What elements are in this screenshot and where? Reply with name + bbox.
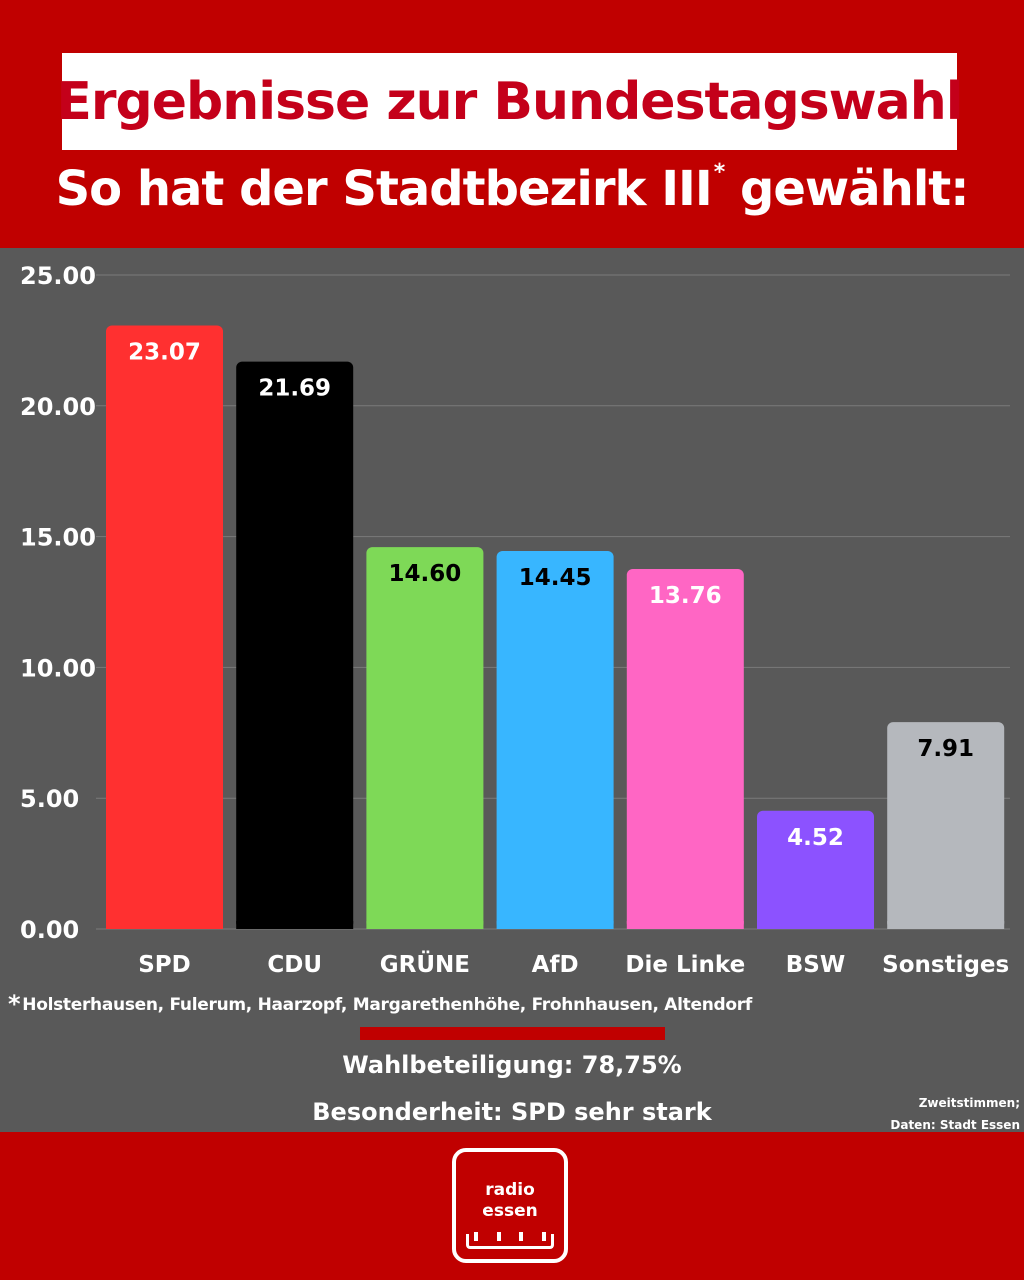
y-tick-label: 15.00	[20, 524, 96, 552]
bar-spd	[106, 325, 223, 930]
divider-bar	[360, 1027, 665, 1040]
data-label: 23.07	[128, 339, 201, 365]
x-tick-label: BSW	[786, 952, 845, 978]
bar-chart: 0.00 5.00 10.00 15.00 20.00 25.00 23.07 SPD 21.6…	[20, 262, 1010, 978]
x-tick-label: SPD	[138, 952, 191, 978]
y-tick-label: 0.00	[20, 916, 79, 944]
data-label: 7.91	[917, 736, 974, 762]
x-tick-label: Sonstiges	[882, 952, 1009, 978]
title-box: Ergebnisse zur Bundestagswahl	[56, 53, 964, 150]
bar-die-linke	[626, 569, 744, 929]
source-line-1: Zweitstimmen;	[918, 1096, 1020, 1110]
logo-dots	[474, 1232, 546, 1241]
x-tick-label: GRÜNE	[380, 950, 470, 978]
subtitle-main: So hat der Stadtbezirk III	[55, 161, 713, 217]
footnote: * Holsterhausen, Fulerum, Haarzopf, Marga…	[8, 990, 752, 1018]
logo-line-2: essen	[482, 1201, 538, 1221]
x-tick-label: CDU	[267, 952, 322, 978]
logo-bracket	[466, 1234, 554, 1249]
footnote-text: Holsterhausen, Fulerum, Haarzopf, Margar…	[22, 995, 752, 1015]
page-title: Ergebnisse zur Bundestagswahl	[56, 71, 963, 132]
subtitle-footnote-mark: *	[713, 160, 725, 185]
logo-line-1: radio	[485, 1180, 535, 1200]
data-label: 21.69	[258, 376, 331, 402]
bar-base	[236, 921, 354, 929]
bar-base	[626, 921, 744, 929]
bar-base	[366, 921, 484, 929]
radio-essen-logo: radio essen	[452, 1148, 568, 1263]
source-note: Zweitstimmen; Daten: Stadt Essen	[890, 1092, 1020, 1136]
turnout-text: Wahlbeteiligung: 78,75%	[342, 1051, 682, 1079]
data-label: 14.60	[389, 561, 462, 587]
footer-banner	[0, 1132, 1024, 1280]
bar-gr-ne	[366, 547, 484, 929]
y-tick-label: 25.00	[20, 262, 96, 290]
data-label: 14.45	[519, 565, 592, 591]
subtitle: So hat der Stadtbezirk III* gewählt:	[0, 160, 1024, 217]
bar-cdu	[236, 361, 354, 929]
y-tick-label: 20.00	[20, 393, 96, 421]
special-text: Besonderheit: SPD sehr stark	[312, 1098, 712, 1126]
source-line-2: Daten: Stadt Essen	[890, 1118, 1020, 1132]
footnote-mark: *	[8, 990, 21, 1018]
bar-base	[887, 921, 1005, 929]
bar-afd	[496, 550, 614, 929]
y-tick-label: 10.00	[20, 654, 96, 682]
bar-base	[496, 921, 614, 929]
x-tick-label: Die Linke	[625, 952, 745, 978]
data-label: 4.52	[787, 825, 844, 851]
y-tick-label: 5.00	[20, 785, 79, 813]
data-label: 13.76	[649, 583, 722, 609]
subtitle-end: gewählt:	[724, 161, 969, 217]
bar-base	[106, 921, 223, 929]
header-banner: Ergebnisse zur Bundestagswahl So hat der…	[0, 0, 1024, 248]
bar-sonstiges	[887, 722, 1005, 929]
bar-base	[757, 921, 874, 929]
logo-text: radio essen	[456, 1180, 564, 1222]
bar-bsw	[757, 810, 874, 929]
x-tick-label: AfD	[532, 952, 579, 978]
